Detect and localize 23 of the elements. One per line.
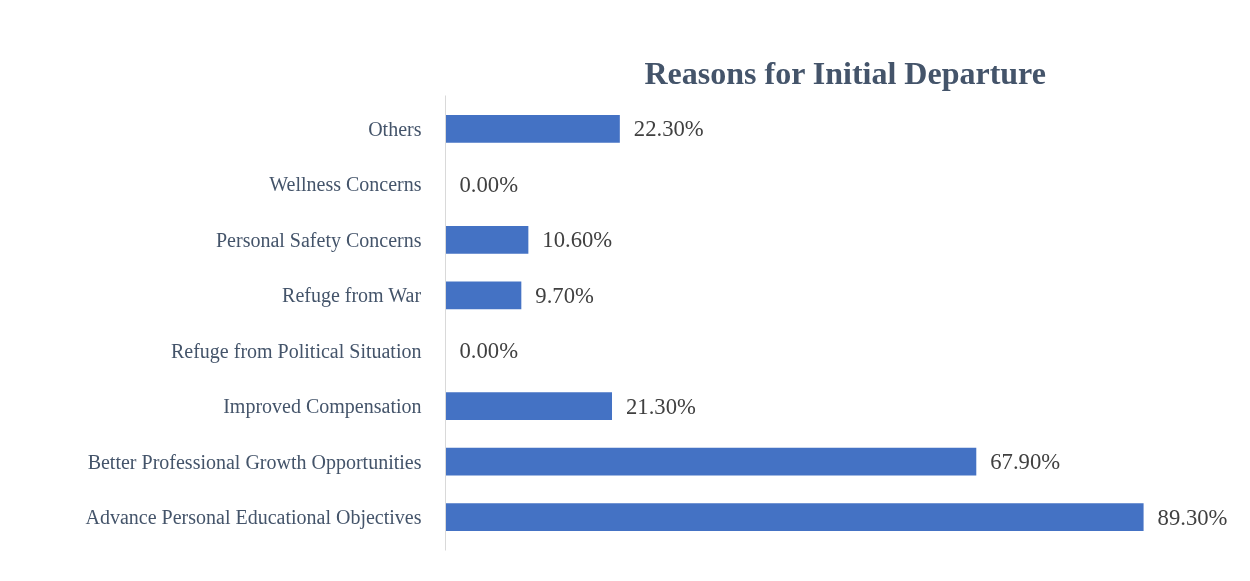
y-tick-label: Better Professional Growth Opportunities bbox=[87, 450, 422, 474]
data-label: 0.00% bbox=[459, 171, 519, 197]
y-tick-label: Refuge from War bbox=[282, 284, 422, 308]
data-label: 10.60% bbox=[542, 227, 613, 253]
data-label: 22.30% bbox=[633, 116, 704, 142]
y-tick-label: Refuge from Political Situation bbox=[170, 339, 422, 363]
y-tick-label: Personal Safety Concerns bbox=[215, 228, 422, 252]
data-label: 9.70% bbox=[535, 282, 594, 308]
bar bbox=[445, 392, 613, 421]
data-label: 21.30% bbox=[626, 393, 696, 419]
bar bbox=[445, 114, 620, 143]
y-tick-label: Improved Compensation bbox=[223, 395, 422, 419]
bar bbox=[445, 503, 1144, 532]
data-label: 0.00% bbox=[459, 338, 519, 364]
data-label: 89.30% bbox=[1157, 504, 1228, 530]
y-tick-label: Advance Personal Educational Objectives bbox=[85, 506, 422, 530]
bar bbox=[445, 225, 529, 254]
data-label: 67.90% bbox=[990, 449, 1061, 475]
bar bbox=[445, 447, 977, 476]
bar bbox=[445, 281, 522, 310]
y-tick-label: Wellness Concerns bbox=[269, 173, 422, 196]
y-tick-label: Others bbox=[368, 117, 422, 140]
chart-title: Reasons for Initial Departure bbox=[644, 54, 1046, 91]
